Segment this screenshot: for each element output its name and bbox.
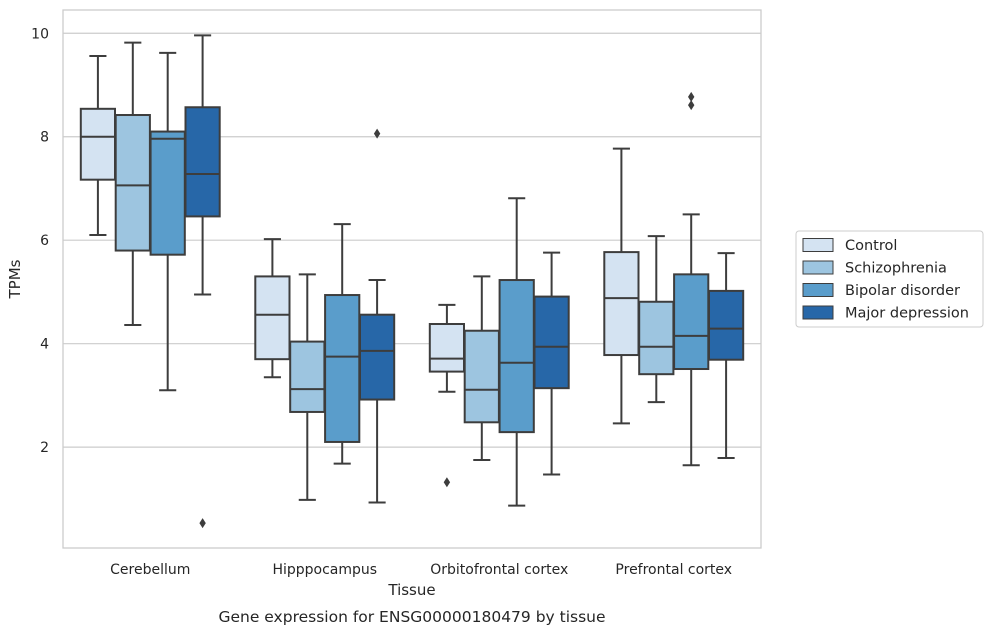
outlier-point [443, 477, 451, 488]
plot-layer [79, 34, 745, 529]
chart-caption: Gene expression for ENSG00000180479 by t… [218, 608, 605, 626]
box-body [498, 279, 535, 434]
outlier-point [688, 100, 695, 111]
x-axis-label: Tissue [387, 581, 435, 599]
box-body [673, 273, 710, 371]
y-axis-label: TPMs [6, 259, 24, 299]
box-body [463, 329, 500, 424]
box-plot [289, 273, 326, 501]
box-plot [79, 55, 117, 237]
box-body [184, 106, 221, 218]
legend-label: Bipolar disorder [845, 283, 960, 299]
box-plot [638, 235, 675, 404]
plot-frame [62, 9, 762, 549]
box-plot [463, 275, 500, 462]
x-tick-label: Prefrontal cortex [615, 562, 732, 578]
y-tick-label: 8 [40, 130, 49, 146]
box-plot [533, 251, 570, 476]
y-tick-label: 10 [31, 26, 49, 42]
legend-frame [795, 230, 984, 328]
box-body [324, 294, 361, 443]
outlier-point [373, 128, 381, 139]
box-body [254, 275, 291, 361]
outlier-point [199, 518, 206, 529]
box-body [707, 289, 745, 361]
box-body [114, 114, 151, 252]
y-tick-label: 2 [40, 440, 49, 456]
legend-label: Control [845, 238, 897, 254]
y-tick-label: 4 [40, 337, 49, 353]
box-body [149, 130, 186, 256]
y-tick-label: 6 [40, 233, 49, 249]
legend-items: Control Schizophrenia Bipolar disorder Majo… [802, 238, 969, 322]
box-body [638, 300, 675, 376]
series-group [149, 51, 710, 507]
legend-swatch [802, 260, 834, 275]
box-plot [603, 147, 640, 425]
outlier-point [688, 91, 695, 102]
legend-swatch [802, 283, 834, 297]
box-body [603, 251, 640, 357]
box-body [79, 107, 117, 181]
box-plot [184, 34, 221, 529]
box-plot [149, 51, 186, 392]
box-plot [324, 223, 361, 465]
box-plot [498, 197, 535, 507]
x-tick-label: Orbitofrontal cortex [430, 562, 568, 578]
box-plot [673, 91, 710, 467]
legend: Control Schizophrenia Bipolar disorder Majo… [795, 230, 984, 328]
box-body [289, 340, 326, 413]
x-tick-label: Cerebellum [110, 562, 190, 578]
legend-swatch [802, 305, 834, 320]
box-plot [428, 303, 466, 488]
axis-layer: 2 4 6 8 10 Cerebellum Hipppocampus Orbitofronta… [31, 26, 732, 578]
box-body [358, 313, 396, 401]
box-body [533, 295, 570, 390]
series-group [184, 34, 745, 529]
legend-swatch [802, 238, 834, 252]
legend-label: Major depression [845, 306, 969, 322]
x-tick-label: Hipppocampus [272, 562, 377, 578]
legend-label: Schizophrenia [845, 261, 947, 277]
box-plot [358, 128, 396, 504]
box-body [428, 323, 466, 373]
box-plot [707, 252, 745, 459]
box-plot [254, 238, 291, 379]
box-plot [114, 41, 151, 327]
